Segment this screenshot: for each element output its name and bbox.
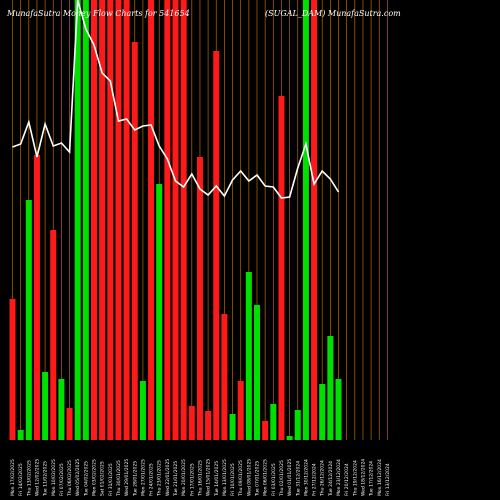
x-tick-labels: Mon 17/02/2025 Fri 14/02/2025 Thu 13/02/20… [10, 459, 391, 497]
x-tick-label: Thu 30/01/2025 [116, 460, 122, 497]
bar [99, 0, 106, 440]
chart-title-right: (SUGAL_DAM) MunafaSutra.com [265, 9, 401, 18]
x-tick-label: Thu 06/02/2025 [67, 460, 73, 497]
x-tick-label: Fri 20/12/2024 [344, 463, 350, 496]
x-tick-label: Thu 09/01/2025 [238, 460, 244, 497]
bar [82, 0, 89, 440]
x-tick-label: Mon 06/01/2025 [263, 459, 269, 496]
bar [123, 0, 130, 440]
x-tick-label: Tue 17/12/2024 [369, 461, 375, 497]
x-tick-label: Wed 29/01/2025 [124, 459, 130, 496]
bar [25, 200, 32, 440]
bar [91, 0, 97, 440]
x-tick-label: Tue 07/01/2025 [255, 461, 261, 497]
bar [237, 381, 244, 440]
x-tick-label: Fri 31/01/2025 [108, 463, 114, 496]
bar [33, 155, 40, 440]
x-tick-label: Tue 14/01/2025 [214, 461, 220, 497]
bar [172, 0, 179, 440]
x-tick-label: Tue 21/01/2025 [173, 461, 179, 497]
x-tick-label: Fri 14/02/2025 [18, 463, 24, 496]
bar [180, 0, 187, 440]
bar [205, 411, 212, 440]
bar [66, 408, 73, 440]
x-tick-label: Fri 24/01/2025 [149, 463, 155, 496]
x-tick-label: Wed 18/12/2024 [360, 459, 366, 496]
x-tick-label: Mon 17/02/2025 [10, 459, 16, 496]
bar [58, 379, 65, 440]
money-flow-line [12, 0, 340, 199]
bar [245, 272, 252, 440]
x-tick-label: Fri 07/02/2025 [59, 463, 65, 496]
x-tick-label: Tue 04/02/2025 [83, 461, 89, 497]
x-tick-label: Thu 19/12/2024 [352, 460, 358, 497]
x-tick-label: Sat 01/02/2025 [100, 461, 106, 496]
bar [229, 414, 236, 440]
bar [294, 410, 301, 440]
bar [270, 404, 277, 440]
x-tick-label: Fri 17/01/2025 [189, 463, 195, 496]
x-tick-label: Fri 13/12/2024 [385, 463, 391, 496]
bar [74, 0, 81, 440]
bar [335, 379, 342, 440]
bar [213, 51, 220, 440]
x-tick-label: Mon 23/12/2024 [336, 459, 342, 496]
bar [9, 299, 16, 440]
x-tick-label: Wed 22/01/2025 [165, 459, 171, 496]
bar [286, 436, 293, 440]
bar [221, 314, 228, 440]
bar [319, 384, 326, 440]
bar-series [9, 0, 342, 440]
bar [196, 157, 203, 440]
bar [50, 230, 57, 440]
x-tick-label: Wed 01/01/2025 [287, 459, 293, 496]
x-tick-label: Tue 28/01/2025 [132, 461, 138, 497]
chart-title-left: MunafaSutra Money Flow Charts for 541654 [6, 9, 190, 18]
bar [327, 336, 334, 440]
x-tick-label: Thu 13/02/2025 [26, 460, 32, 497]
bar [262, 421, 269, 440]
x-tick-label: Mon 30/12/2024 [303, 459, 309, 496]
x-tick-label: Mon 20/01/2025 [181, 459, 187, 496]
x-tick-label: Mon 03/02/2025 [92, 459, 98, 496]
bar [107, 0, 114, 440]
bar [188, 406, 195, 440]
bar [139, 381, 146, 440]
x-tick-label: Fri 27/12/2024 [312, 463, 318, 496]
bar [311, 0, 318, 440]
x-tick-label: Wed 05/02/2025 [75, 459, 81, 496]
x-tick-label: Tue 24/12/2024 [328, 461, 334, 497]
x-tick-label: Thu 02/01/2025 [279, 460, 285, 497]
x-tick-label: Tue 11/02/2025 [43, 461, 49, 497]
x-tick-label: Tue 31/12/2024 [295, 461, 301, 497]
bar [131, 42, 138, 440]
bar [115, 0, 122, 440]
x-tick-label: Mon 13/01/2025 [222, 459, 228, 496]
bar [278, 96, 285, 440]
bar [17, 430, 24, 440]
x-tick-label: Mon 27/01/2025 [140, 459, 146, 496]
x-tick-label: Thu 26/12/2024 [320, 460, 326, 497]
bar [254, 305, 260, 440]
bar [302, 0, 309, 440]
bar [148, 0, 155, 440]
x-tick-label: Thu 23/01/2025 [157, 460, 163, 497]
x-tick-label: Fri 03/01/2025 [271, 463, 277, 496]
x-tick-label: Wed 08/01/2025 [246, 459, 252, 496]
x-tick-label: Mon 10/02/2025 [51, 459, 57, 496]
bar [156, 184, 163, 440]
x-tick-label: Wed 12/02/2025 [34, 459, 40, 496]
x-tick-label: Wed 15/01/2025 [206, 459, 212, 496]
x-tick-label: Mon 16/12/2024 [377, 459, 383, 496]
x-tick-label: Fri 10/01/2025 [230, 463, 236, 496]
bar [42, 372, 49, 440]
bar [164, 0, 171, 440]
x-tick-label: Thu 16/01/2025 [197, 460, 203, 497]
